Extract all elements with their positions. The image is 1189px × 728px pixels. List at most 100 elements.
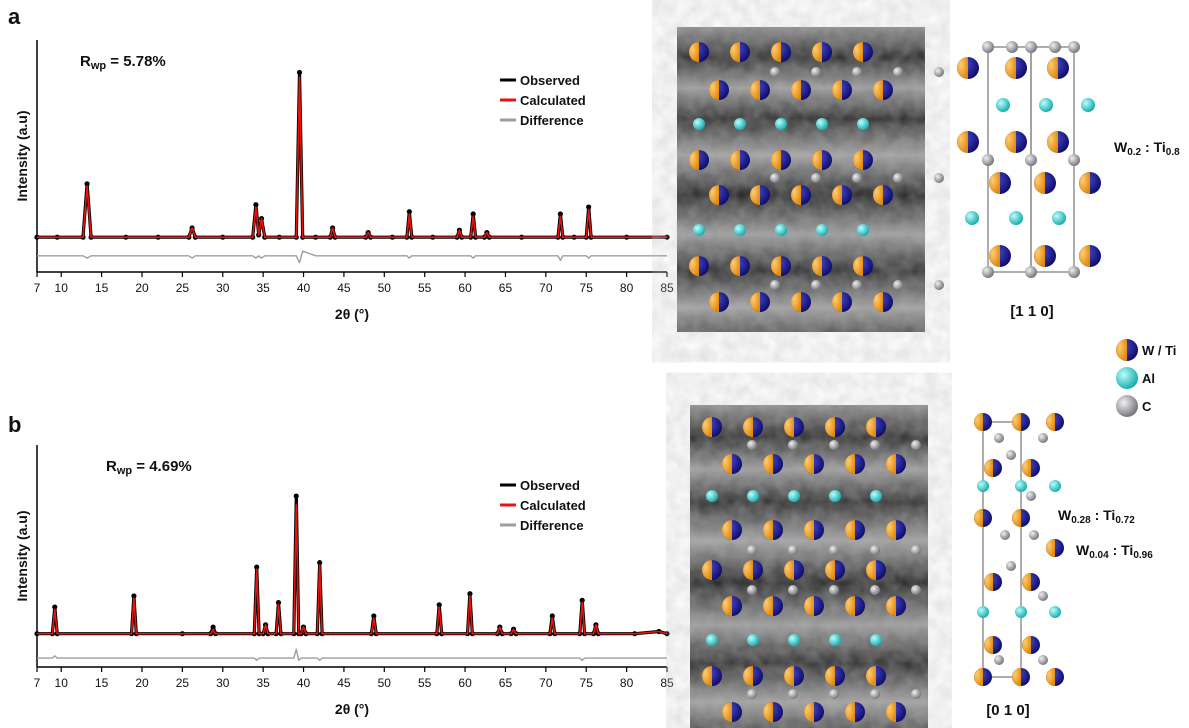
- subscript: wp: [90, 60, 107, 72]
- composition-label: W0.28 : Ti0.72: [1058, 507, 1135, 526]
- atom-half: [709, 80, 719, 100]
- atom: [893, 67, 903, 77]
- atom: [1068, 266, 1080, 278]
- atom-half: [989, 172, 1000, 194]
- atom: [1025, 266, 1037, 278]
- atom-half: [1012, 509, 1021, 527]
- atom-half: [845, 520, 855, 540]
- atom: [1116, 367, 1138, 389]
- atom-half: [886, 454, 896, 474]
- atom: [982, 154, 994, 166]
- atom-half: [812, 42, 822, 62]
- x-tick-label: 85: [660, 676, 674, 690]
- observed-point: [436, 602, 442, 608]
- atom-half: [743, 560, 753, 580]
- atom: [1049, 606, 1061, 618]
- atom: [1009, 211, 1023, 225]
- atom-half: [1022, 459, 1031, 477]
- series-line: [37, 494, 668, 636]
- atom: [977, 606, 989, 618]
- atom-half: [1047, 131, 1058, 153]
- atom: [770, 67, 780, 77]
- atom-half: [1022, 573, 1031, 591]
- x-tick-label: 10: [55, 676, 69, 690]
- atom-half: [974, 413, 983, 431]
- atom-half: [722, 454, 732, 474]
- observed-point: [664, 631, 670, 637]
- atom-legend-label: Al: [1142, 371, 1155, 386]
- atom-half: [743, 417, 753, 437]
- atom-half: [853, 150, 863, 170]
- atom-half: [825, 417, 835, 437]
- legend-label: Calculated: [520, 498, 586, 513]
- atom: [747, 585, 757, 595]
- atom: [788, 440, 798, 450]
- atom-half: [886, 596, 896, 616]
- x-tick-label: 55: [418, 281, 432, 295]
- atom-half: [873, 80, 883, 100]
- composition-label: W0.04 : Ti0.96: [1076, 542, 1153, 561]
- atom-half: [722, 702, 732, 722]
- observed-point: [210, 624, 216, 630]
- atom-half: [784, 666, 794, 686]
- atom: [852, 173, 862, 183]
- atom-half: [1079, 245, 1090, 267]
- atom: [1025, 41, 1037, 53]
- atom: [934, 280, 944, 290]
- atom: [1039, 98, 1053, 112]
- composition-label: W0.2 : Ti0.8: [1114, 139, 1180, 158]
- observed-point: [254, 564, 260, 570]
- atom-half: [1034, 245, 1045, 267]
- observed-point: [293, 493, 299, 499]
- atom: [911, 689, 921, 699]
- atom-half: [1034, 172, 1045, 194]
- y-axis-label: Intensity (a.u): [14, 510, 30, 601]
- atom: [829, 585, 839, 595]
- subscript: 0.72: [1115, 515, 1135, 526]
- label-part: : Ti: [1141, 139, 1166, 155]
- atom-half: [709, 292, 719, 312]
- atom-half: [866, 666, 876, 686]
- label-part: W: [1114, 139, 1128, 155]
- atom-half: [730, 256, 740, 276]
- x-axis-label: 2θ (°): [335, 701, 369, 717]
- x-tick-label: 20: [135, 281, 149, 295]
- atom: [829, 545, 839, 555]
- atom: [934, 173, 944, 183]
- x-tick-label: 50: [378, 281, 392, 295]
- atom-half: [984, 573, 993, 591]
- atom-half: [804, 596, 814, 616]
- annotation: Rwp = 5.78%: [80, 53, 166, 72]
- x-tick-label: 65: [499, 676, 513, 690]
- atom-half: [1012, 413, 1021, 431]
- atom: [706, 634, 718, 646]
- series-line: [37, 504, 668, 635]
- atom-half: [832, 185, 842, 205]
- atom: [852, 280, 862, 290]
- atom-half: [784, 560, 794, 580]
- atom-half: [804, 520, 814, 540]
- atom: [1006, 41, 1018, 53]
- atom-half: [730, 150, 740, 170]
- x-tick-label: 85: [660, 281, 674, 295]
- x-tick-label: 40: [297, 676, 311, 690]
- series-line: [37, 648, 667, 661]
- atom-half: [763, 520, 773, 540]
- x-tick-label: 7: [34, 281, 41, 295]
- atom: [1038, 591, 1048, 601]
- observed-point: [406, 209, 412, 215]
- atom: [734, 118, 746, 130]
- atom: [1068, 41, 1080, 53]
- annotation: Rwp = 4.69%: [106, 458, 192, 477]
- observed-point: [296, 69, 303, 76]
- atom: [747, 440, 757, 450]
- atom-half: [1005, 131, 1016, 153]
- atom-half: [689, 150, 699, 170]
- atom-half: [1046, 668, 1055, 686]
- atom: [788, 490, 800, 502]
- atom: [1038, 433, 1048, 443]
- atom: [816, 224, 828, 236]
- label-part: = 5.78%: [106, 53, 166, 70]
- atom: [934, 67, 944, 77]
